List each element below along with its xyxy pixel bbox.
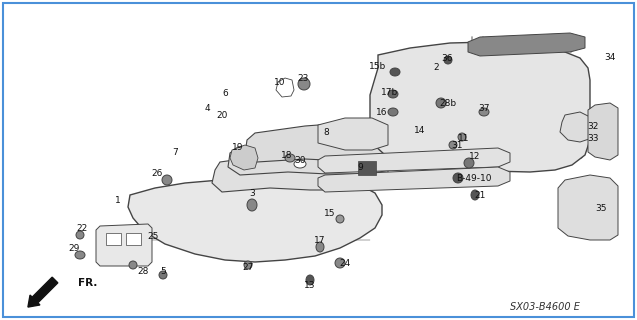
Text: 25: 25 <box>147 231 159 241</box>
Polygon shape <box>370 42 590 172</box>
Text: FR.: FR. <box>78 278 97 288</box>
Polygon shape <box>558 175 618 240</box>
Text: 16: 16 <box>376 108 388 116</box>
Text: 34: 34 <box>605 52 616 61</box>
Ellipse shape <box>336 215 344 223</box>
Ellipse shape <box>129 261 137 269</box>
Ellipse shape <box>316 242 324 252</box>
Ellipse shape <box>388 90 398 98</box>
Polygon shape <box>96 224 152 266</box>
Polygon shape <box>588 103 618 160</box>
Text: 24: 24 <box>340 259 350 268</box>
Text: 9: 9 <box>357 163 363 172</box>
Text: B-49-10: B-49-10 <box>456 173 492 182</box>
Polygon shape <box>468 33 585 56</box>
Ellipse shape <box>453 173 463 183</box>
Text: 26: 26 <box>152 169 162 178</box>
Text: 31: 31 <box>451 140 462 149</box>
Text: 22: 22 <box>76 223 88 233</box>
Text: 4: 4 <box>204 103 210 113</box>
Text: 36: 36 <box>441 53 453 62</box>
Text: 2: 2 <box>433 62 439 71</box>
Bar <box>126 233 141 245</box>
Ellipse shape <box>75 251 85 259</box>
Text: 11: 11 <box>458 133 469 142</box>
Bar <box>358 161 376 175</box>
Ellipse shape <box>159 271 167 279</box>
Text: 15b: 15b <box>369 61 387 70</box>
Ellipse shape <box>464 158 474 168</box>
Text: SX03-B4600 E: SX03-B4600 E <box>510 302 580 312</box>
Bar <box>106 233 121 245</box>
Polygon shape <box>230 145 258 170</box>
Ellipse shape <box>306 275 314 285</box>
Ellipse shape <box>294 160 306 168</box>
Text: 32: 32 <box>587 122 599 131</box>
Text: 3: 3 <box>249 188 255 197</box>
Polygon shape <box>318 148 510 173</box>
Text: 28: 28 <box>138 267 148 276</box>
Text: 30: 30 <box>294 156 306 164</box>
Text: 10: 10 <box>275 77 286 86</box>
Text: 23: 23 <box>297 74 309 83</box>
Ellipse shape <box>244 261 252 269</box>
Text: 37: 37 <box>478 103 490 113</box>
Text: 1: 1 <box>115 196 121 204</box>
Text: 18: 18 <box>282 150 293 159</box>
Text: 27: 27 <box>242 263 254 273</box>
Polygon shape <box>128 178 382 262</box>
Ellipse shape <box>162 175 172 185</box>
Polygon shape <box>318 118 388 150</box>
Ellipse shape <box>335 258 345 268</box>
Text: 17b: 17b <box>382 87 399 97</box>
Text: 8: 8 <box>323 127 329 137</box>
Polygon shape <box>245 123 418 162</box>
Text: 14: 14 <box>414 125 426 134</box>
Polygon shape <box>318 167 510 192</box>
Ellipse shape <box>388 108 398 116</box>
Text: 13: 13 <box>304 281 316 290</box>
Text: 28b: 28b <box>440 99 457 108</box>
Ellipse shape <box>285 154 295 162</box>
Text: 35: 35 <box>595 204 607 212</box>
Text: 12: 12 <box>469 151 481 161</box>
Text: 33: 33 <box>587 133 599 142</box>
Ellipse shape <box>449 141 457 149</box>
FancyArrow shape <box>28 277 58 307</box>
Text: 29: 29 <box>68 244 80 252</box>
Text: 19: 19 <box>233 142 244 151</box>
Text: 7: 7 <box>172 148 178 156</box>
Ellipse shape <box>76 231 84 239</box>
Text: 21: 21 <box>475 190 485 199</box>
Ellipse shape <box>436 98 446 108</box>
Ellipse shape <box>444 56 452 64</box>
Ellipse shape <box>298 78 310 90</box>
Ellipse shape <box>479 108 489 116</box>
Text: 15: 15 <box>324 209 336 218</box>
Ellipse shape <box>471 190 479 200</box>
Text: 6: 6 <box>222 89 228 98</box>
Text: 5: 5 <box>160 268 166 276</box>
Ellipse shape <box>458 133 466 141</box>
Polygon shape <box>560 112 596 142</box>
Text: 17: 17 <box>314 236 326 244</box>
Ellipse shape <box>390 68 400 76</box>
Polygon shape <box>212 152 388 192</box>
Text: 20: 20 <box>217 110 227 119</box>
Polygon shape <box>228 137 400 175</box>
Ellipse shape <box>247 199 257 211</box>
